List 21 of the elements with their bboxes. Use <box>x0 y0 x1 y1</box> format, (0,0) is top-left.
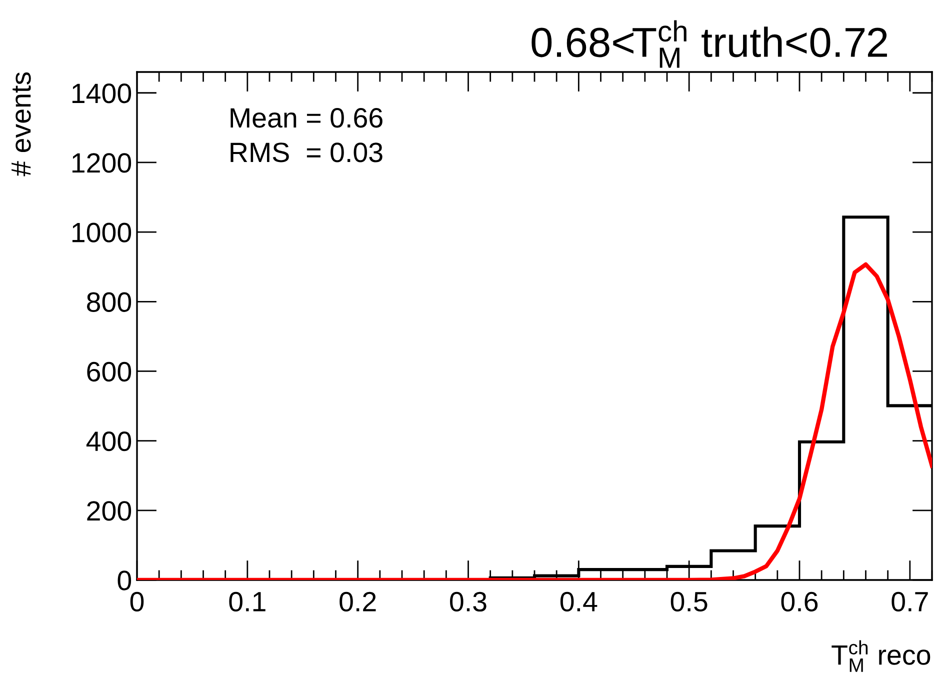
y-tick-label: 400 <box>86 431 132 452</box>
y-tick-label: 1400 <box>72 84 132 104</box>
x-tick-label: 0.7 <box>892 592 928 612</box>
annotation: Mean = 0.66 <box>230 108 382 128</box>
x-tick-label: 0.1 <box>229 592 266 612</box>
y-axis-title: # events <box>12 72 31 176</box>
x-tick-label: 0.4 <box>560 592 598 612</box>
y-tick-label: 1200 <box>72 153 132 173</box>
x-tick-label: 0.5 <box>670 592 708 612</box>
annotation: RMS = 0.03 <box>230 142 382 162</box>
x-tick-label: 0.6 <box>781 592 818 612</box>
chart-title: 0.68<T$^{ch}$$_{M}$ truth<0.72 <box>532 20 887 68</box>
x-tick-label: 0 <box>130 592 144 612</box>
y-tick-label: 800 <box>87 292 132 312</box>
y-tick-label: 600 <box>87 362 132 382</box>
x-tick-label: 0.3 <box>450 592 486 612</box>
y-tick-label: 200 <box>87 501 132 521</box>
y-tick-label: 1000 <box>72 222 132 242</box>
y-tick-label: 0 <box>118 570 132 590</box>
x-axis-title: T$^{ch}$$_{M}$ reco <box>832 640 930 672</box>
x-tick-label: 0.2 <box>340 592 376 612</box>
